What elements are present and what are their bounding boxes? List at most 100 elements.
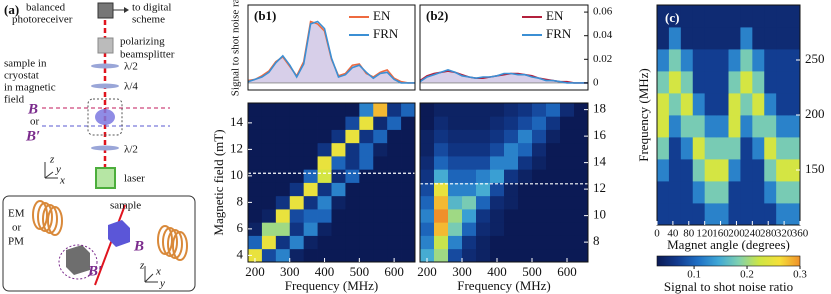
heat-cell bbox=[448, 182, 463, 197]
heat-cell bbox=[728, 71, 741, 94]
heat-cell bbox=[462, 222, 477, 236]
heat-cell bbox=[764, 93, 777, 116]
heat-cell bbox=[518, 222, 533, 236]
heat-cell bbox=[728, 203, 741, 226]
heat-cell bbox=[574, 195, 589, 210]
heat-cell bbox=[401, 169, 416, 183]
heat-cell bbox=[448, 235, 463, 250]
heat-cell bbox=[275, 103, 291, 117]
heat-cell bbox=[728, 5, 741, 28]
x-tick-label: 400 bbox=[315, 264, 335, 279]
heat-cell bbox=[401, 116, 416, 130]
heat-cell bbox=[476, 222, 491, 236]
heat-cell bbox=[331, 169, 346, 183]
y-tick-label: 8 bbox=[237, 193, 244, 208]
heat-cell bbox=[275, 129, 291, 144]
heat-cell bbox=[462, 129, 477, 144]
heat-cell bbox=[289, 182, 305, 197]
photoreceiver bbox=[97, 2, 114, 19]
x-tick-label: 600 bbox=[557, 264, 577, 279]
heat-cell bbox=[289, 222, 305, 236]
heat-cell bbox=[764, 71, 777, 94]
heat-cell bbox=[776, 93, 789, 116]
heat-cell bbox=[317, 248, 332, 263]
heat-cell bbox=[560, 116, 575, 130]
heat-cell bbox=[546, 103, 561, 117]
heat-cell bbox=[359, 209, 374, 223]
panel-label: (b2) bbox=[426, 8, 448, 23]
heat-cell bbox=[462, 156, 477, 170]
heat-cell bbox=[490, 156, 505, 170]
heat-cell bbox=[303, 182, 318, 197]
heat-cell bbox=[668, 137, 682, 160]
heat-cell bbox=[345, 195, 360, 210]
heat-cell bbox=[668, 115, 682, 138]
heat-cell bbox=[261, 103, 277, 117]
heat-cell bbox=[740, 49, 753, 72]
heat-cell bbox=[740, 159, 753, 182]
heat-cell bbox=[752, 159, 765, 182]
heat-cell bbox=[373, 142, 388, 157]
heat-cell bbox=[716, 137, 729, 160]
heat-cell bbox=[317, 169, 332, 183]
heat-cell bbox=[303, 235, 318, 250]
heat-cell bbox=[490, 182, 505, 197]
x-tick-label: 40 bbox=[667, 228, 679, 240]
heat-cell bbox=[504, 103, 519, 117]
heat-cell bbox=[776, 49, 789, 72]
panel-label: (a) bbox=[4, 2, 19, 17]
heat-cell bbox=[764, 5, 777, 28]
heat-cell bbox=[668, 203, 682, 226]
heat-cell bbox=[359, 195, 374, 210]
heat-cell bbox=[680, 5, 694, 28]
series-line bbox=[247, 20, 415, 84]
heat-cell bbox=[317, 129, 332, 144]
beam bbox=[94, 204, 126, 286]
heat-cell bbox=[728, 93, 741, 116]
heat-cell bbox=[704, 203, 717, 226]
heat-cell bbox=[373, 129, 388, 144]
heat-cell bbox=[560, 129, 575, 144]
heat-cell bbox=[331, 156, 346, 170]
heat-cell bbox=[657, 115, 670, 138]
heat-cell bbox=[560, 209, 575, 223]
heat-cell bbox=[434, 235, 449, 250]
heat-cell bbox=[448, 103, 463, 117]
heat-cell bbox=[420, 169, 435, 183]
heat-cell bbox=[359, 248, 374, 263]
heat-cell bbox=[546, 235, 561, 250]
heat-cell bbox=[387, 209, 402, 223]
heat-cell bbox=[692, 71, 706, 94]
heat-cell bbox=[317, 142, 332, 157]
heat-cell bbox=[574, 169, 589, 183]
heat-cell bbox=[657, 181, 670, 204]
heat-cell bbox=[657, 27, 670, 50]
label: x bbox=[155, 266, 161, 278]
heat-cell bbox=[546, 182, 561, 197]
cryostat bbox=[87, 98, 123, 136]
colorbar-tick-label: 0.2 bbox=[740, 269, 754, 281]
x-tick-label: 400 bbox=[487, 264, 507, 279]
heat-cell bbox=[345, 142, 360, 157]
y-tick-label: 10 bbox=[230, 167, 243, 182]
heat-cell bbox=[560, 169, 575, 183]
heat-cell bbox=[401, 156, 416, 170]
heat-cell bbox=[261, 116, 277, 130]
x-tick-label: 200 bbox=[728, 228, 745, 240]
heat-cell bbox=[387, 156, 402, 170]
y-tick-label: 12 bbox=[230, 140, 243, 155]
heat-cell bbox=[546, 156, 561, 170]
heat-cell bbox=[532, 222, 547, 236]
heat-cell bbox=[387, 248, 402, 263]
heat-cell bbox=[331, 129, 346, 144]
heat-cell bbox=[289, 129, 305, 144]
heat-cell bbox=[728, 49, 741, 72]
heat-cell bbox=[387, 235, 402, 250]
label: sample in bbox=[4, 58, 47, 70]
y-tick-label: 4 bbox=[237, 246, 244, 261]
heat-cell bbox=[692, 159, 706, 182]
heat-cell bbox=[788, 5, 801, 28]
heat-cell bbox=[448, 156, 463, 170]
x-tick-label: 280 bbox=[760, 228, 777, 240]
x-tick-label: 120 bbox=[696, 228, 713, 240]
